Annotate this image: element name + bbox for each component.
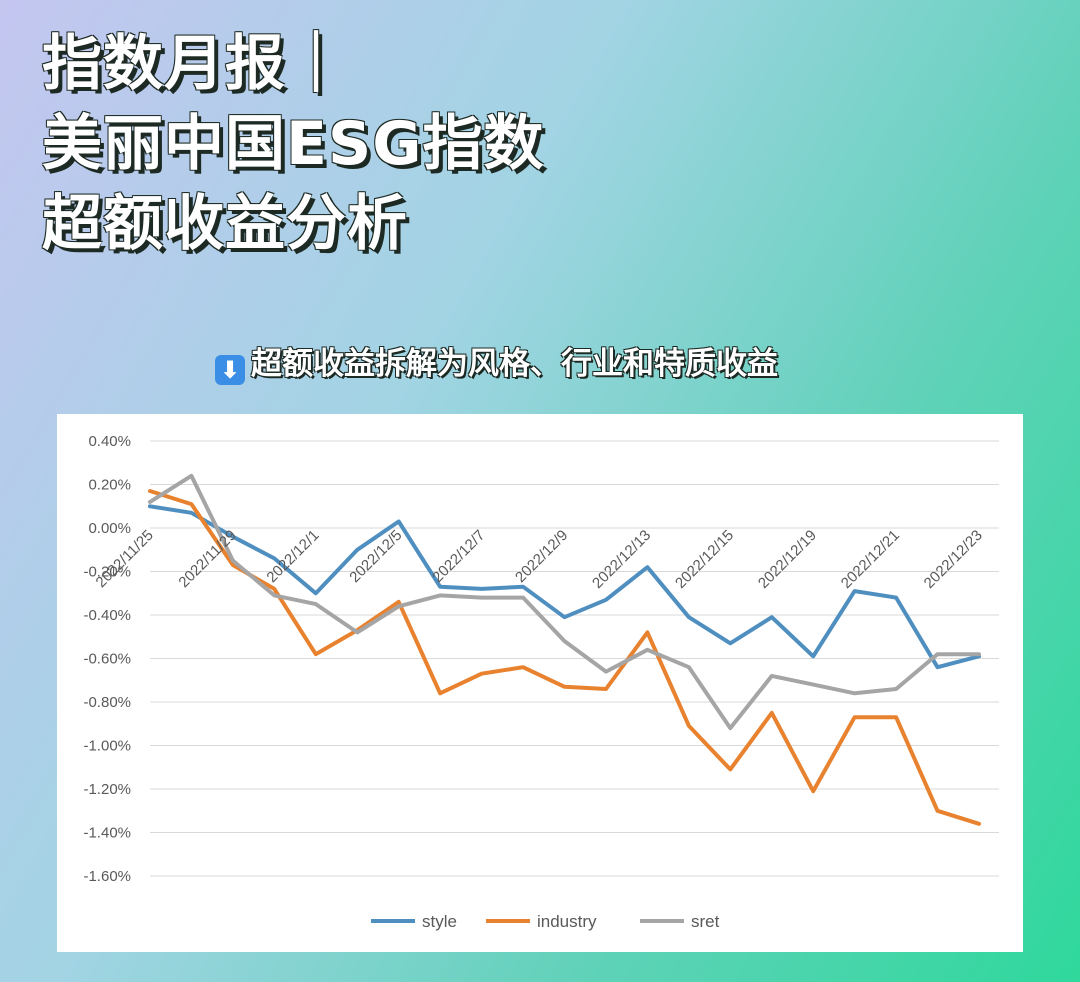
y-tick-label: -1.00% — [83, 738, 131, 755]
y-tick-label: -0.60% — [83, 651, 131, 668]
subtitle-text: 超额收益拆解为风格、行业和特质收益 — [251, 346, 778, 382]
y-tick-label: -1.60% — [83, 868, 131, 885]
legend-label-style: style — [422, 912, 457, 931]
x-tick-label: 2022/12/15 — [672, 527, 737, 592]
y-tick-label: -1.40% — [83, 825, 131, 842]
chart-card: 0.40% 0.20% 0.00% -0.20% -0.40% -0.60% -0.80% -… — [57, 414, 1023, 952]
x-tick-label: 2022/12/19 — [755, 527, 820, 592]
y-tick-label: 0.40% — [88, 433, 131, 450]
x-tick-label: 2022/12/9 — [512, 527, 571, 586]
title-line-2: 美丽中国ESG指数 — [42, 109, 545, 179]
legend-label-industry: industry — [537, 912, 597, 931]
series-line-sret — [148, 473, 981, 731]
title-line-3: 超额收益分析 — [42, 189, 408, 259]
series-line-industry — [148, 489, 981, 826]
x-tick-label: 2022/12/7 — [429, 527, 488, 586]
legend-label-sret: sret — [691, 912, 720, 931]
y-tick-label: -0.20% — [83, 564, 131, 581]
title-line-1: 指数月报｜ — [42, 29, 347, 99]
x-tick-label: 2022/12/13 — [589, 527, 654, 592]
y-tick-label: 0.00% — [88, 520, 131, 537]
y-tick-label: 0.20% — [88, 477, 131, 494]
y-tick-label: -1.20% — [83, 781, 131, 798]
series-line-style — [148, 504, 981, 670]
y-tick-label: -0.40% — [83, 607, 131, 624]
page-title: 指数月报｜ 美丽中国ESG指数 超额收益分析 — [42, 24, 544, 264]
down-arrow-icon: ⬇ — [215, 355, 245, 385]
line-chart: 0.40% 0.20% 0.00% -0.20% -0.40% -0.60% -0.80% -… — [83, 433, 999, 931]
chart-subtitle: ⬇ 超额收益拆解为风格、行业和特质收益 — [215, 338, 778, 385]
x-tick-label: 2022/12/21 — [838, 527, 903, 592]
y-tick-label: -0.80% — [83, 694, 131, 711]
x-tick-label: 2022/12/23 — [921, 527, 986, 592]
